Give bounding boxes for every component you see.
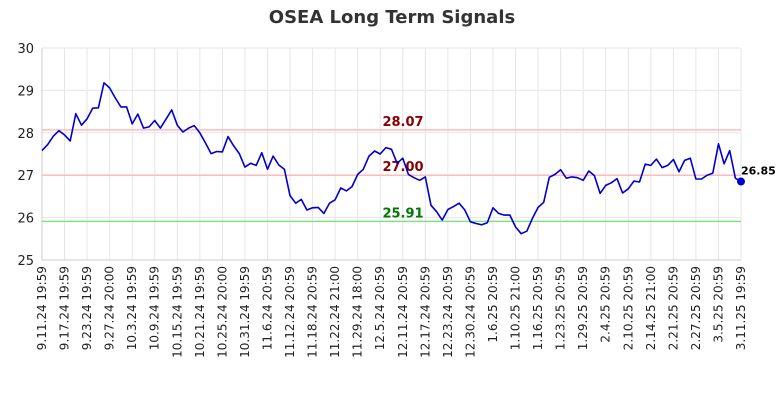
- x-tick-label: 2.21.25 20:59: [666, 266, 680, 350]
- y-axis: 25 26 27 28 29 30: [17, 42, 34, 269]
- grid: [41, 47, 742, 261]
- x-tick-label: 10.21.24 19:59: [193, 266, 207, 358]
- x-tick-label: 2.10.25 20:59: [621, 266, 635, 350]
- y-tick-label: 28: [17, 127, 34, 142]
- x-tick-label: 11.22.24 21:00: [328, 266, 342, 358]
- y-tick-label: 29: [17, 84, 34, 99]
- x-tick-label: 1.6.25 20:59: [486, 266, 500, 343]
- y-tick-label: 26: [17, 212, 34, 227]
- x-tick-label: 9.23.24 19:59: [80, 266, 94, 350]
- x-tick-label: 9.17.24 19:59: [58, 266, 72, 350]
- x-tick-label: 9.27.24 20:00: [103, 266, 117, 350]
- x-tick-label: 9.11.24 19:59: [35, 266, 49, 350]
- x-tick-label: 10.25.24 20:00: [215, 266, 229, 358]
- x-tick-label: 1.16.25 20:59: [531, 266, 545, 350]
- x-tick-label: 3.5.25 20:59: [711, 266, 725, 343]
- x-tick-label: 12.23.24 20:59: [441, 266, 455, 358]
- last-value-marker: [737, 177, 745, 186]
- y-tick-label: 27: [17, 169, 34, 184]
- x-tick-label: 10.9.24 19:59: [148, 266, 162, 350]
- x-tick-label: 12.30.24 20:59: [463, 266, 477, 358]
- chart-title: OSEA Long Term Signals: [268, 7, 516, 28]
- reference-lines: 28.07 27.00 25.91: [42, 115, 741, 223]
- x-tick-label: 11.18.24 20:59: [306, 266, 320, 358]
- series-line: [41, 82, 742, 235]
- x-tick-label: 1.23.25 20:59: [554, 266, 568, 350]
- x-tick-label: 3.11.25 19:59: [734, 266, 748, 350]
- x-axis: 9.11.24 19:59 9.17.24 19:59 9.23.24 19:59 9…: [35, 266, 748, 358]
- x-tick-label: 1.29.25 20:59: [576, 266, 590, 350]
- x-tick-label: 2.4.25 20:59: [599, 266, 613, 343]
- x-tick-label: 11.6.24 20:59: [260, 266, 274, 350]
- x-tick-label: 1.10.25 21:00: [509, 266, 523, 350]
- x-tick-label: 12.5.24 20:59: [373, 266, 387, 350]
- x-tick-label: 12.17.24 20:59: [418, 266, 432, 358]
- x-tick-label: 10.3.24 19:59: [125, 266, 139, 350]
- last-value-label: 26.85: [741, 165, 776, 178]
- reference-line-label: 25.91: [382, 206, 423, 221]
- reference-line-label: 28.07: [382, 115, 423, 130]
- x-tick-label: 11.12.24 20:59: [283, 266, 297, 358]
- x-tick-label: 10.15.24 19:59: [170, 266, 184, 358]
- series: 26.85: [41, 82, 776, 235]
- x-tick-label: 12.11.24 20:59: [396, 266, 410, 358]
- y-tick-label: 25: [17, 254, 34, 269]
- reference-line-label: 27.00: [382, 160, 423, 175]
- x-tick-label: 2.14.25 21:00: [644, 266, 658, 350]
- x-tick-label: 2.27.25 20:59: [689, 266, 703, 350]
- x-tick-label: 10.31.24 19:59: [238, 266, 252, 358]
- x-tick-label: 11.29.24 18:00: [351, 266, 365, 358]
- y-tick-label: 30: [17, 42, 34, 57]
